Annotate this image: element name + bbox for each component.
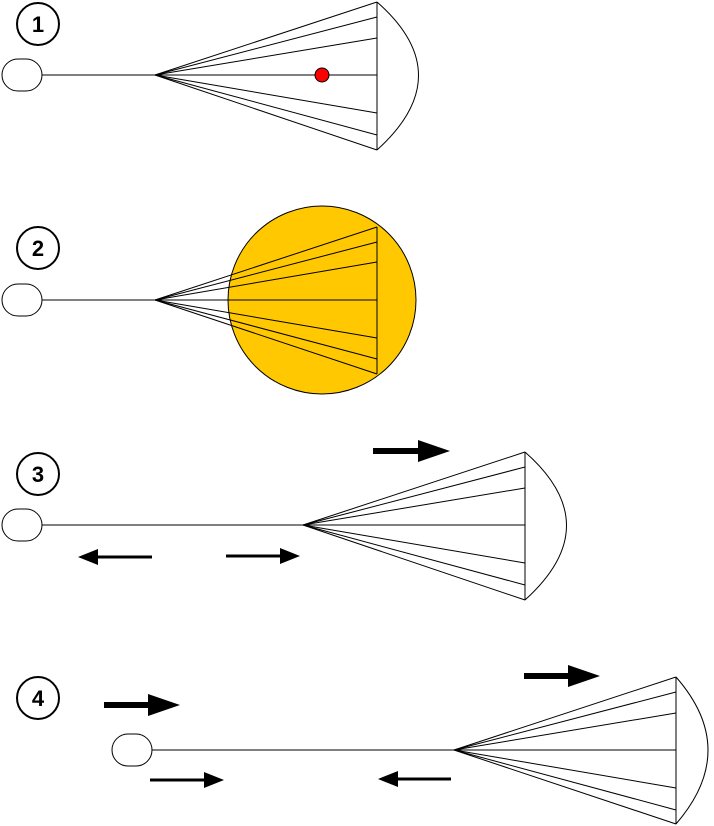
step-1-label: 1: [32, 12, 44, 37]
step-4: 4: [16, 665, 709, 825]
step-1: 1: [1, 1, 419, 151]
thick-forward-arrow: [373, 440, 450, 462]
payload-capsule: [1, 58, 43, 92]
step-3: 3: [1, 440, 567, 601]
step-4-badge: 4: [16, 676, 60, 720]
step-2: 2: [1, 205, 417, 395]
parachute-canopy: [154, 226, 378, 375]
thin-backward-arrow: [78, 549, 152, 565]
parachute-canopy: [154, 1, 419, 151]
step-3-label: 3: [32, 462, 44, 487]
thin-backward-arrow: [378, 771, 451, 787]
detonator-dot: [314, 67, 330, 83]
step-3-badge: 3: [16, 452, 60, 496]
step-2-label: 2: [32, 236, 44, 261]
step-1-badge: 1: [16, 2, 60, 46]
thin-forward-arrow: [150, 772, 224, 788]
thick-forward-arrow-canopy: [524, 665, 600, 687]
payload-capsule: [1, 283, 43, 317]
parachute-canopy: [453, 676, 709, 825]
step-4-label: 4: [32, 686, 45, 711]
thin-forward-arrow: [226, 548, 300, 564]
payload-capsule: [1, 508, 43, 542]
parachute-canopy: [302, 451, 567, 601]
step-2-badge: 2: [16, 226, 60, 270]
thick-forward-arrow-payload: [104, 694, 180, 716]
payload-capsule: [111, 733, 153, 767]
